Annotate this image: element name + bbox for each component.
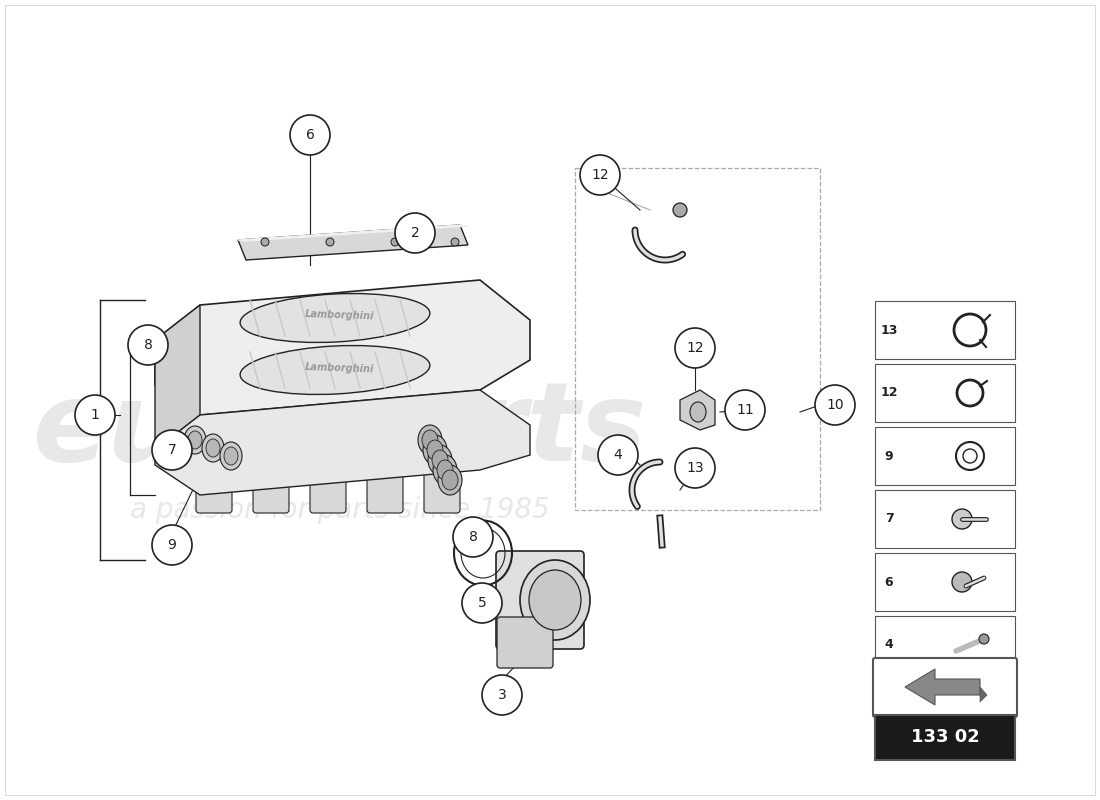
Ellipse shape	[428, 445, 452, 475]
Ellipse shape	[690, 402, 706, 422]
Circle shape	[462, 583, 502, 623]
Circle shape	[815, 385, 855, 425]
Text: 7: 7	[167, 443, 176, 457]
Text: 6: 6	[884, 575, 893, 589]
Text: a passion for parts since 1985: a passion for parts since 1985	[130, 496, 550, 524]
Ellipse shape	[433, 455, 456, 485]
Text: 4: 4	[614, 448, 623, 462]
FancyBboxPatch shape	[874, 616, 1015, 674]
Circle shape	[128, 325, 168, 365]
Ellipse shape	[240, 294, 430, 342]
Text: 133 02: 133 02	[911, 728, 979, 746]
FancyBboxPatch shape	[874, 553, 1015, 611]
Ellipse shape	[240, 346, 430, 394]
Circle shape	[952, 509, 972, 529]
Ellipse shape	[422, 430, 438, 450]
Circle shape	[675, 328, 715, 368]
FancyBboxPatch shape	[253, 457, 289, 513]
Text: Lamborghini: Lamborghini	[305, 362, 375, 374]
Text: 10: 10	[826, 398, 844, 412]
Text: 11: 11	[736, 403, 754, 417]
Circle shape	[675, 448, 715, 488]
Circle shape	[390, 238, 399, 246]
Text: 7: 7	[884, 513, 893, 526]
Text: Lamborghini: Lamborghini	[305, 309, 375, 322]
Circle shape	[453, 517, 493, 557]
Ellipse shape	[220, 442, 242, 470]
Text: 12: 12	[591, 168, 608, 182]
Circle shape	[261, 238, 270, 246]
FancyBboxPatch shape	[310, 457, 346, 513]
Text: 6: 6	[306, 128, 315, 142]
Ellipse shape	[427, 440, 443, 460]
Polygon shape	[155, 280, 530, 415]
FancyBboxPatch shape	[874, 301, 1015, 359]
Text: 12: 12	[880, 386, 898, 399]
FancyBboxPatch shape	[873, 658, 1018, 717]
Polygon shape	[238, 225, 468, 241]
Circle shape	[482, 675, 522, 715]
Ellipse shape	[224, 447, 238, 465]
Circle shape	[395, 213, 434, 253]
Ellipse shape	[202, 434, 224, 462]
Ellipse shape	[442, 470, 458, 490]
FancyBboxPatch shape	[424, 457, 460, 513]
FancyBboxPatch shape	[367, 457, 403, 513]
FancyBboxPatch shape	[874, 715, 1015, 760]
Text: 9: 9	[884, 450, 893, 462]
Text: 2: 2	[410, 226, 419, 240]
Ellipse shape	[438, 465, 462, 495]
Circle shape	[725, 390, 764, 430]
Ellipse shape	[432, 450, 448, 470]
Polygon shape	[238, 225, 468, 260]
Circle shape	[952, 572, 972, 592]
Circle shape	[152, 430, 192, 470]
Text: 4: 4	[884, 638, 893, 651]
Text: 3: 3	[497, 688, 506, 702]
Text: 12: 12	[686, 341, 704, 355]
Polygon shape	[155, 305, 200, 450]
Circle shape	[580, 155, 620, 195]
Text: 13: 13	[880, 323, 898, 337]
Ellipse shape	[520, 560, 590, 640]
Ellipse shape	[188, 431, 202, 449]
Text: 9: 9	[167, 538, 176, 552]
FancyBboxPatch shape	[196, 457, 232, 513]
Circle shape	[451, 238, 459, 246]
FancyBboxPatch shape	[496, 551, 584, 649]
Text: europarts: europarts	[33, 377, 647, 483]
Circle shape	[75, 395, 116, 435]
Circle shape	[598, 435, 638, 475]
Polygon shape	[905, 669, 980, 705]
Polygon shape	[980, 687, 987, 702]
Circle shape	[290, 115, 330, 155]
Ellipse shape	[424, 435, 447, 465]
Circle shape	[152, 525, 192, 565]
Circle shape	[326, 238, 334, 246]
FancyBboxPatch shape	[497, 617, 553, 668]
Text: 8: 8	[469, 530, 477, 544]
Polygon shape	[680, 390, 715, 430]
Ellipse shape	[206, 439, 220, 457]
Text: 5: 5	[477, 596, 486, 610]
Ellipse shape	[673, 203, 688, 217]
FancyBboxPatch shape	[874, 364, 1015, 422]
Circle shape	[979, 634, 989, 644]
FancyBboxPatch shape	[874, 490, 1015, 548]
Text: 13: 13	[686, 461, 704, 475]
Text: 1: 1	[90, 408, 99, 422]
Ellipse shape	[529, 570, 581, 630]
Polygon shape	[155, 390, 530, 495]
Text: 8: 8	[144, 338, 153, 352]
Ellipse shape	[184, 426, 206, 454]
Ellipse shape	[437, 460, 453, 480]
FancyBboxPatch shape	[874, 427, 1015, 485]
Ellipse shape	[418, 425, 442, 455]
